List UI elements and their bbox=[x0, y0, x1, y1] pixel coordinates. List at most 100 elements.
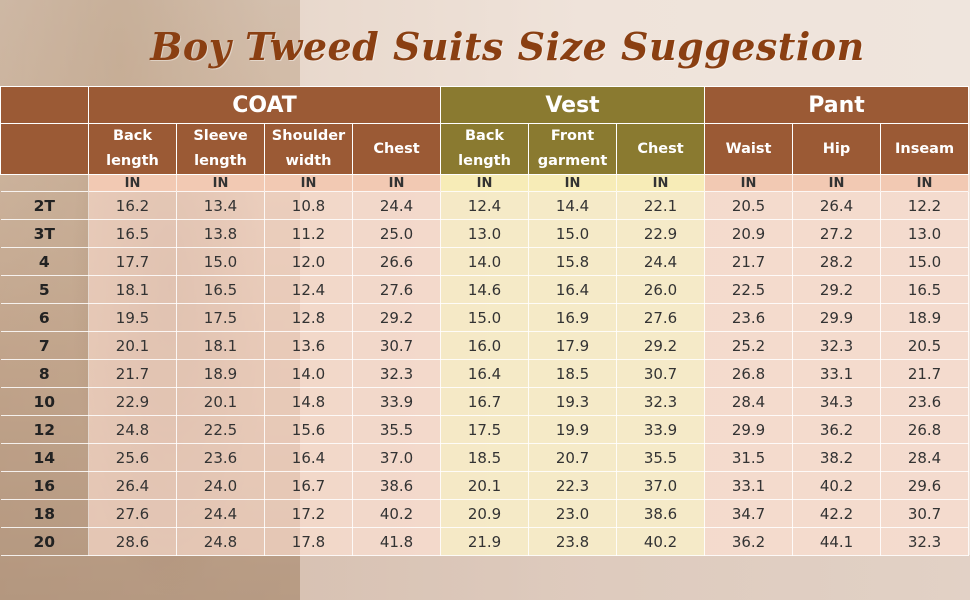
size-chart-table: COAT Vest Pant Back length Sleeve length Sho… bbox=[0, 86, 970, 556]
corner-cell bbox=[0, 86, 89, 124]
measurement-cell: 22.3 bbox=[528, 471, 618, 500]
size-label: 5 bbox=[0, 275, 89, 304]
measurement-cell: 17.7 bbox=[88, 247, 177, 276]
table-row: 10 22.9 20.1 14.8 33.9 16.7 19.3 32.3 28.4 34.3 23… bbox=[0, 387, 970, 416]
measurement-cell: 35.5 bbox=[616, 443, 706, 472]
measurement-cell: 14.0 bbox=[440, 247, 530, 276]
unit-cell: IN bbox=[704, 174, 794, 192]
measurement-cell: 20.9 bbox=[704, 219, 794, 248]
size-label: 7 bbox=[0, 331, 89, 360]
unit-cell: IN bbox=[880, 174, 970, 192]
measurement-cell: 14.4 bbox=[528, 191, 618, 220]
table-row: 18 27.6 24.4 17.2 40.2 20.9 23.0 38.6 34.7 42.2 30… bbox=[0, 499, 970, 528]
column-header-pant-2: Inseam bbox=[880, 123, 970, 175]
measurement-cell: 29.9 bbox=[704, 415, 794, 444]
measurement-cell: 42.2 bbox=[792, 499, 882, 528]
measurement-cell: 32.3 bbox=[616, 387, 706, 416]
column-header-line1: Front bbox=[550, 128, 595, 144]
measurement-cell: 24.8 bbox=[176, 527, 265, 556]
measurement-cell: 18.5 bbox=[440, 443, 530, 472]
measurement-cell: 18.1 bbox=[176, 331, 265, 360]
column-header-coat-1: Sleeve length bbox=[176, 123, 265, 175]
measurement-cell: 18.9 bbox=[176, 359, 265, 388]
measurement-cell: 29.6 bbox=[880, 471, 970, 500]
measurement-cell: 18.5 bbox=[528, 359, 618, 388]
measurement-cell: 26.0 bbox=[616, 275, 706, 304]
measurement-cell: 25.0 bbox=[351, 219, 442, 248]
measurement-cell: 12.2 bbox=[880, 191, 970, 220]
measurement-cell: 31.5 bbox=[704, 443, 794, 472]
measurement-cell: 23.6 bbox=[704, 303, 794, 332]
measurement-cell: 16.4 bbox=[528, 275, 618, 304]
measurement-cell: 35.5 bbox=[351, 415, 442, 444]
column-header-vest-1: Front garment bbox=[528, 123, 618, 175]
measurement-cell: 26.6 bbox=[351, 247, 442, 276]
measurement-cell: 17.5 bbox=[176, 303, 265, 332]
table-row: 5 18.1 16.5 12.4 27.6 14.6 16.4 26.0 22.5 29.2 16.… bbox=[0, 275, 970, 304]
column-header-line1: Back bbox=[464, 128, 505, 144]
measurement-cell: 24.0 bbox=[176, 471, 265, 500]
column-header-line1: Sleeve bbox=[193, 128, 248, 144]
measurement-cell: 19.5 bbox=[88, 303, 177, 332]
measurement-cell: 16.5 bbox=[880, 275, 970, 304]
table-row: 20 28.6 24.8 17.8 41.8 21.9 23.8 40.2 36.2 44.1 32… bbox=[0, 527, 970, 556]
column-header-vest-2: Chest bbox=[616, 123, 706, 175]
column-header-coat-3: Chest bbox=[351, 123, 442, 175]
column-header-line1: Inseam bbox=[894, 140, 955, 157]
measurement-cell: 29.2 bbox=[616, 331, 706, 360]
size-label: 8 bbox=[0, 359, 89, 388]
measurement-cell: 44.1 bbox=[792, 527, 882, 556]
measurement-cell: 16.7 bbox=[440, 387, 530, 416]
measurement-cell: 20.1 bbox=[176, 387, 265, 416]
measurement-cell: 28.2 bbox=[792, 247, 882, 276]
column-header-line1: Waist bbox=[725, 140, 772, 157]
measurement-cell: 34.3 bbox=[792, 387, 882, 416]
size-label: 6 bbox=[0, 303, 89, 332]
corner-cell-sub bbox=[0, 123, 89, 175]
measurement-cell: 21.7 bbox=[88, 359, 177, 388]
column-header-pant-1: Hip bbox=[792, 123, 882, 175]
measurement-cell: 20.7 bbox=[528, 443, 618, 472]
measurement-cell: 17.2 bbox=[264, 499, 353, 528]
measurement-cell: 22.1 bbox=[616, 191, 706, 220]
measurement-cell: 20.5 bbox=[704, 191, 794, 220]
measurement-cell: 30.7 bbox=[351, 331, 442, 360]
measurement-cell: 37.0 bbox=[351, 443, 442, 472]
measurement-cell: 26.8 bbox=[704, 359, 794, 388]
measurement-cell: 12.4 bbox=[264, 275, 353, 304]
measurement-cell: 27.6 bbox=[88, 499, 177, 528]
measurement-cell: 15.8 bbox=[528, 247, 618, 276]
column-header-line2: length bbox=[106, 153, 159, 169]
measurement-cell: 16.9 bbox=[528, 303, 618, 332]
measurement-cell: 32.3 bbox=[880, 527, 970, 556]
measurement-cell: 24.4 bbox=[176, 499, 265, 528]
measurement-cell: 16.4 bbox=[264, 443, 353, 472]
measurement-cell: 16.7 bbox=[264, 471, 353, 500]
measurement-cell: 13.4 bbox=[176, 191, 265, 220]
group-pant: Pant bbox=[704, 86, 970, 124]
measurement-cell: 33.9 bbox=[351, 387, 442, 416]
column-header-line1: Hip bbox=[822, 140, 851, 157]
column-header-line2: garment bbox=[537, 153, 608, 169]
units-blank bbox=[0, 174, 89, 192]
measurement-cell: 10.8 bbox=[264, 191, 353, 220]
measurement-cell: 22.5 bbox=[176, 415, 265, 444]
measurement-cell: 26.4 bbox=[792, 191, 882, 220]
unit-cell: IN bbox=[616, 174, 706, 192]
group-header-row: COAT Vest Pant bbox=[0, 86, 970, 124]
column-header-coat-0: Back length bbox=[88, 123, 177, 175]
measurement-cell: 16.0 bbox=[440, 331, 530, 360]
measurement-cell: 22.9 bbox=[616, 219, 706, 248]
measurement-cell: 22.9 bbox=[88, 387, 177, 416]
measurement-cell: 23.0 bbox=[528, 499, 618, 528]
measurement-cell: 23.6 bbox=[176, 443, 265, 472]
measurement-cell: 26.4 bbox=[88, 471, 177, 500]
measurement-cell: 13.6 bbox=[264, 331, 353, 360]
measurement-cell: 16.5 bbox=[176, 275, 265, 304]
table-row: 6 19.5 17.5 12.8 29.2 15.0 16.9 27.6 23.6 29.9 18.… bbox=[0, 303, 970, 332]
measurement-cell: 16.4 bbox=[440, 359, 530, 388]
measurement-cell: 16.2 bbox=[88, 191, 177, 220]
measurement-cell: 22.5 bbox=[704, 275, 794, 304]
unit-cell: IN bbox=[528, 174, 618, 192]
column-header-coat-2: Shoulder width bbox=[264, 123, 353, 175]
